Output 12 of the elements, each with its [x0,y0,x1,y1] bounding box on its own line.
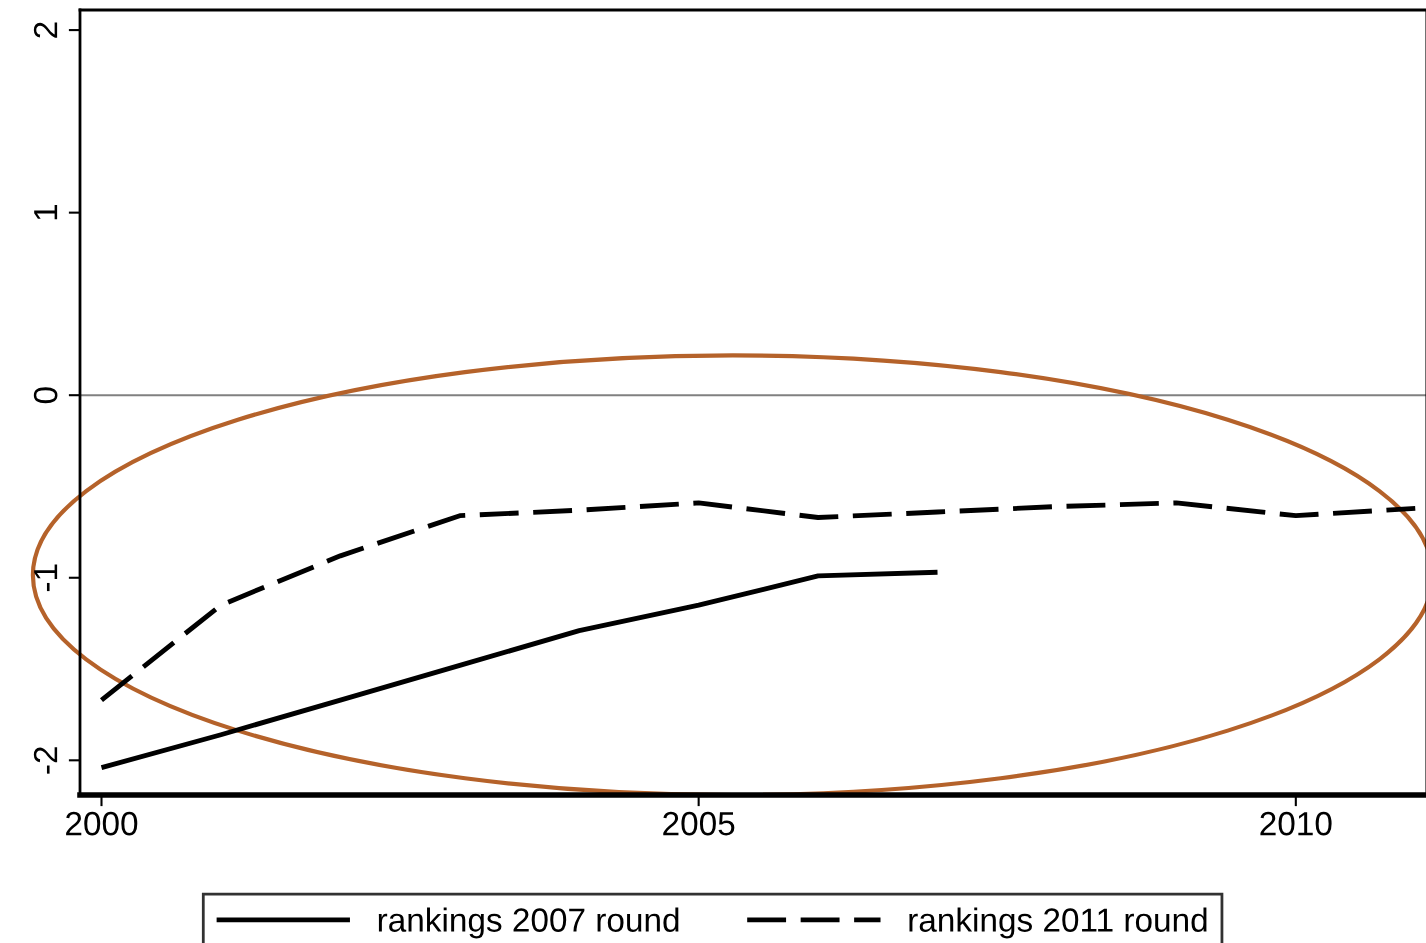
y-tick-label: 0 [33,387,58,404]
legend-label: rankings 2011 round [909,907,1207,939]
line-series [99,569,940,771]
x-tick-label: 2000 [66,811,138,836]
y-tick-label: -2 [33,747,58,774]
legend-label: rankings 2007 round [378,907,679,939]
x-tick-label: 2010 [1260,811,1332,836]
y-tick-label: 1 [34,205,58,220]
x-tick-label: 2005 [663,811,735,836]
y-tick-label: -1 [34,564,58,592]
y-tick-label: 2 [33,22,58,38]
line-series [99,500,1418,703]
